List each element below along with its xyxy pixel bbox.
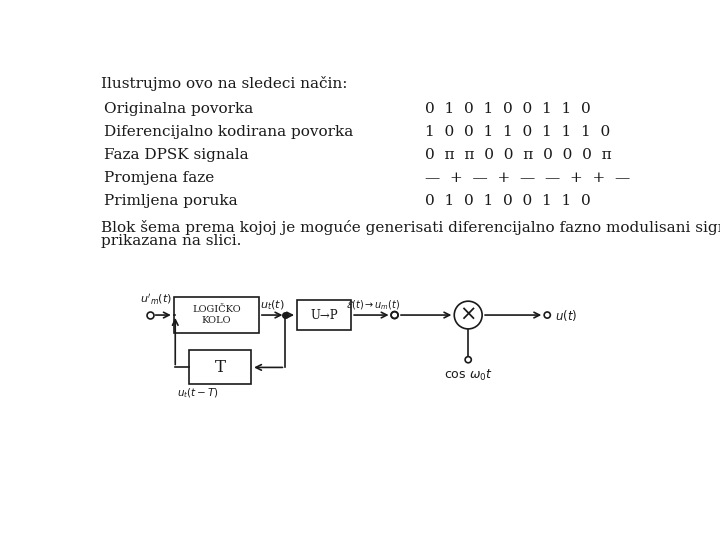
Circle shape bbox=[391, 312, 398, 319]
Text: 0  1  0  1  0  0  1  1  0: 0 1 0 1 0 0 1 1 0 bbox=[425, 194, 590, 208]
Text: KOLO: KOLO bbox=[202, 316, 231, 325]
Text: Ilustrujmo ovo na sledeci način:: Ilustrujmo ovo na sledeci način: bbox=[101, 76, 347, 91]
Text: —  +  —  +  —  —  +  +  —: — + — + — — + + — bbox=[425, 171, 630, 185]
Text: U→P: U→P bbox=[310, 308, 338, 321]
Text: T: T bbox=[215, 359, 225, 376]
Circle shape bbox=[544, 312, 550, 318]
Text: Primljena poruka: Primljena poruka bbox=[104, 194, 238, 208]
Bar bbox=[174, 298, 259, 333]
Text: $\cos\,\omega_0 t$: $\cos\,\omega_0 t$ bbox=[444, 367, 492, 382]
Text: $u'_m(t)$: $u'_m(t)$ bbox=[140, 292, 171, 307]
Text: $u_t(t-T)$: $u_t(t-T)$ bbox=[177, 387, 219, 400]
Text: 0  π  π  0  0  π  0  0  0  π: 0 π π 0 0 π 0 0 0 π bbox=[425, 148, 611, 162]
Text: Blok šema prema kojoj je moguće generisati diferencijalno fazno modulisani signa: Blok šema prema kojoj je moguće generisa… bbox=[101, 220, 720, 235]
Text: Originalna povorka: Originalna povorka bbox=[104, 102, 253, 116]
Text: $u(t)$: $u(t)$ bbox=[555, 308, 577, 322]
Bar bbox=[189, 350, 251, 384]
Text: $u_t(t)$: $u_t(t)$ bbox=[260, 299, 284, 312]
Circle shape bbox=[465, 356, 472, 363]
Text: prikazana na slici.: prikazana na slici. bbox=[101, 234, 241, 248]
Text: Promjena faze: Promjena faze bbox=[104, 171, 215, 185]
Text: ×: × bbox=[459, 305, 477, 325]
Text: 0  1  0  1  0  0  1  1  0: 0 1 0 1 0 0 1 1 0 bbox=[425, 102, 590, 116]
Text: $\mathcal{E}(t){\rightarrow}u_m(t)$: $\mathcal{E}(t){\rightarrow}u_m(t)$ bbox=[346, 299, 400, 312]
Text: Faza DPSK signala: Faza DPSK signala bbox=[104, 148, 248, 162]
Bar bbox=[297, 300, 351, 330]
Text: Diferencijalno kodirana povorka: Diferencijalno kodirana povorka bbox=[104, 125, 354, 139]
Text: LOGIČKO: LOGIČKO bbox=[192, 305, 240, 314]
Text: 1  0  0  1  1  0  1  1  1  0: 1 0 0 1 1 0 1 1 1 0 bbox=[425, 125, 610, 139]
Circle shape bbox=[454, 301, 482, 329]
